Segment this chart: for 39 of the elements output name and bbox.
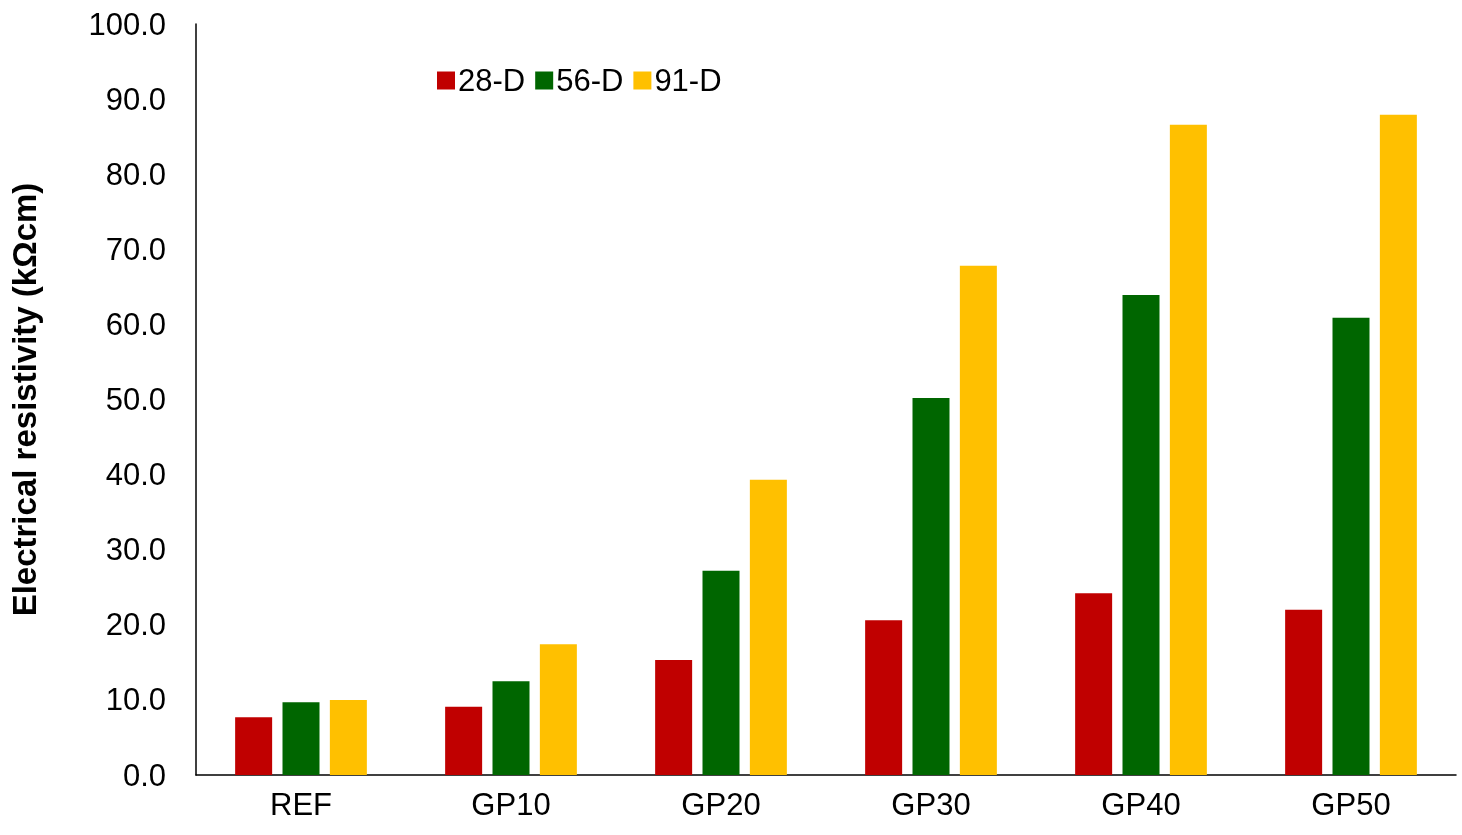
y-tick-label: 70.0: [105, 231, 166, 267]
legend-label: 28-D: [458, 63, 526, 98]
bar: [959, 265, 997, 775]
bar: [912, 398, 950, 775]
bar: [655, 660, 693, 775]
legend-label: 91-D: [654, 63, 722, 98]
bar: [1379, 114, 1417, 775]
bar: [1169, 124, 1207, 775]
bar: [1075, 593, 1113, 775]
x-tick-label: REF: [270, 787, 332, 822]
bar: [492, 681, 530, 775]
bar: [445, 706, 483, 775]
x-tick-label: GP30: [891, 787, 971, 822]
legend-label: 56-D: [556, 63, 624, 98]
bar: [1332, 317, 1370, 775]
y-tick-label: 30.0: [105, 532, 166, 568]
bar: [1122, 295, 1160, 775]
y-tick-label: 40.0: [105, 457, 166, 493]
bar: [1285, 609, 1323, 775]
y-tick-label: 50.0: [105, 382, 166, 417]
bar: [702, 570, 740, 775]
x-tick-label: GP10: [471, 787, 551, 822]
bar: [329, 699, 367, 775]
y-axis-title: Electrical resistivity (kΩcm): [6, 182, 43, 617]
x-tick-label: GP40: [1101, 787, 1181, 822]
bar: [539, 644, 577, 775]
y-tick-label: 100.0: [88, 6, 166, 42]
y-tick-label: 10.0: [105, 682, 166, 718]
bar: [865, 620, 903, 775]
x-tick-label: GP20: [681, 787, 761, 822]
bar: [749, 479, 787, 775]
y-tick-label: 80.0: [105, 156, 166, 192]
y-tick-label: 0.0: [122, 757, 166, 793]
y-tick-label: 90.0: [105, 81, 166, 117]
bar: [235, 717, 273, 775]
bar: [282, 702, 320, 775]
y-tick-label: 60.0: [105, 306, 166, 342]
y-tick-label: 20.0: [105, 607, 166, 643]
x-tick-label: GP50: [1311, 787, 1391, 822]
